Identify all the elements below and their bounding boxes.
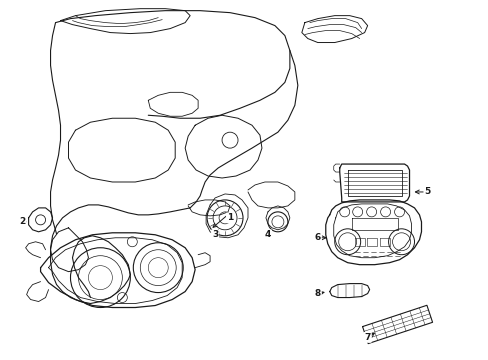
Text: 5: 5 <box>424 188 430 197</box>
Text: 7: 7 <box>364 333 370 342</box>
Text: 3: 3 <box>211 230 218 239</box>
Text: 1: 1 <box>226 213 233 222</box>
Text: 8: 8 <box>314 289 320 298</box>
Text: 6: 6 <box>314 233 320 242</box>
Text: 4: 4 <box>264 230 270 239</box>
Text: 2: 2 <box>20 217 26 226</box>
